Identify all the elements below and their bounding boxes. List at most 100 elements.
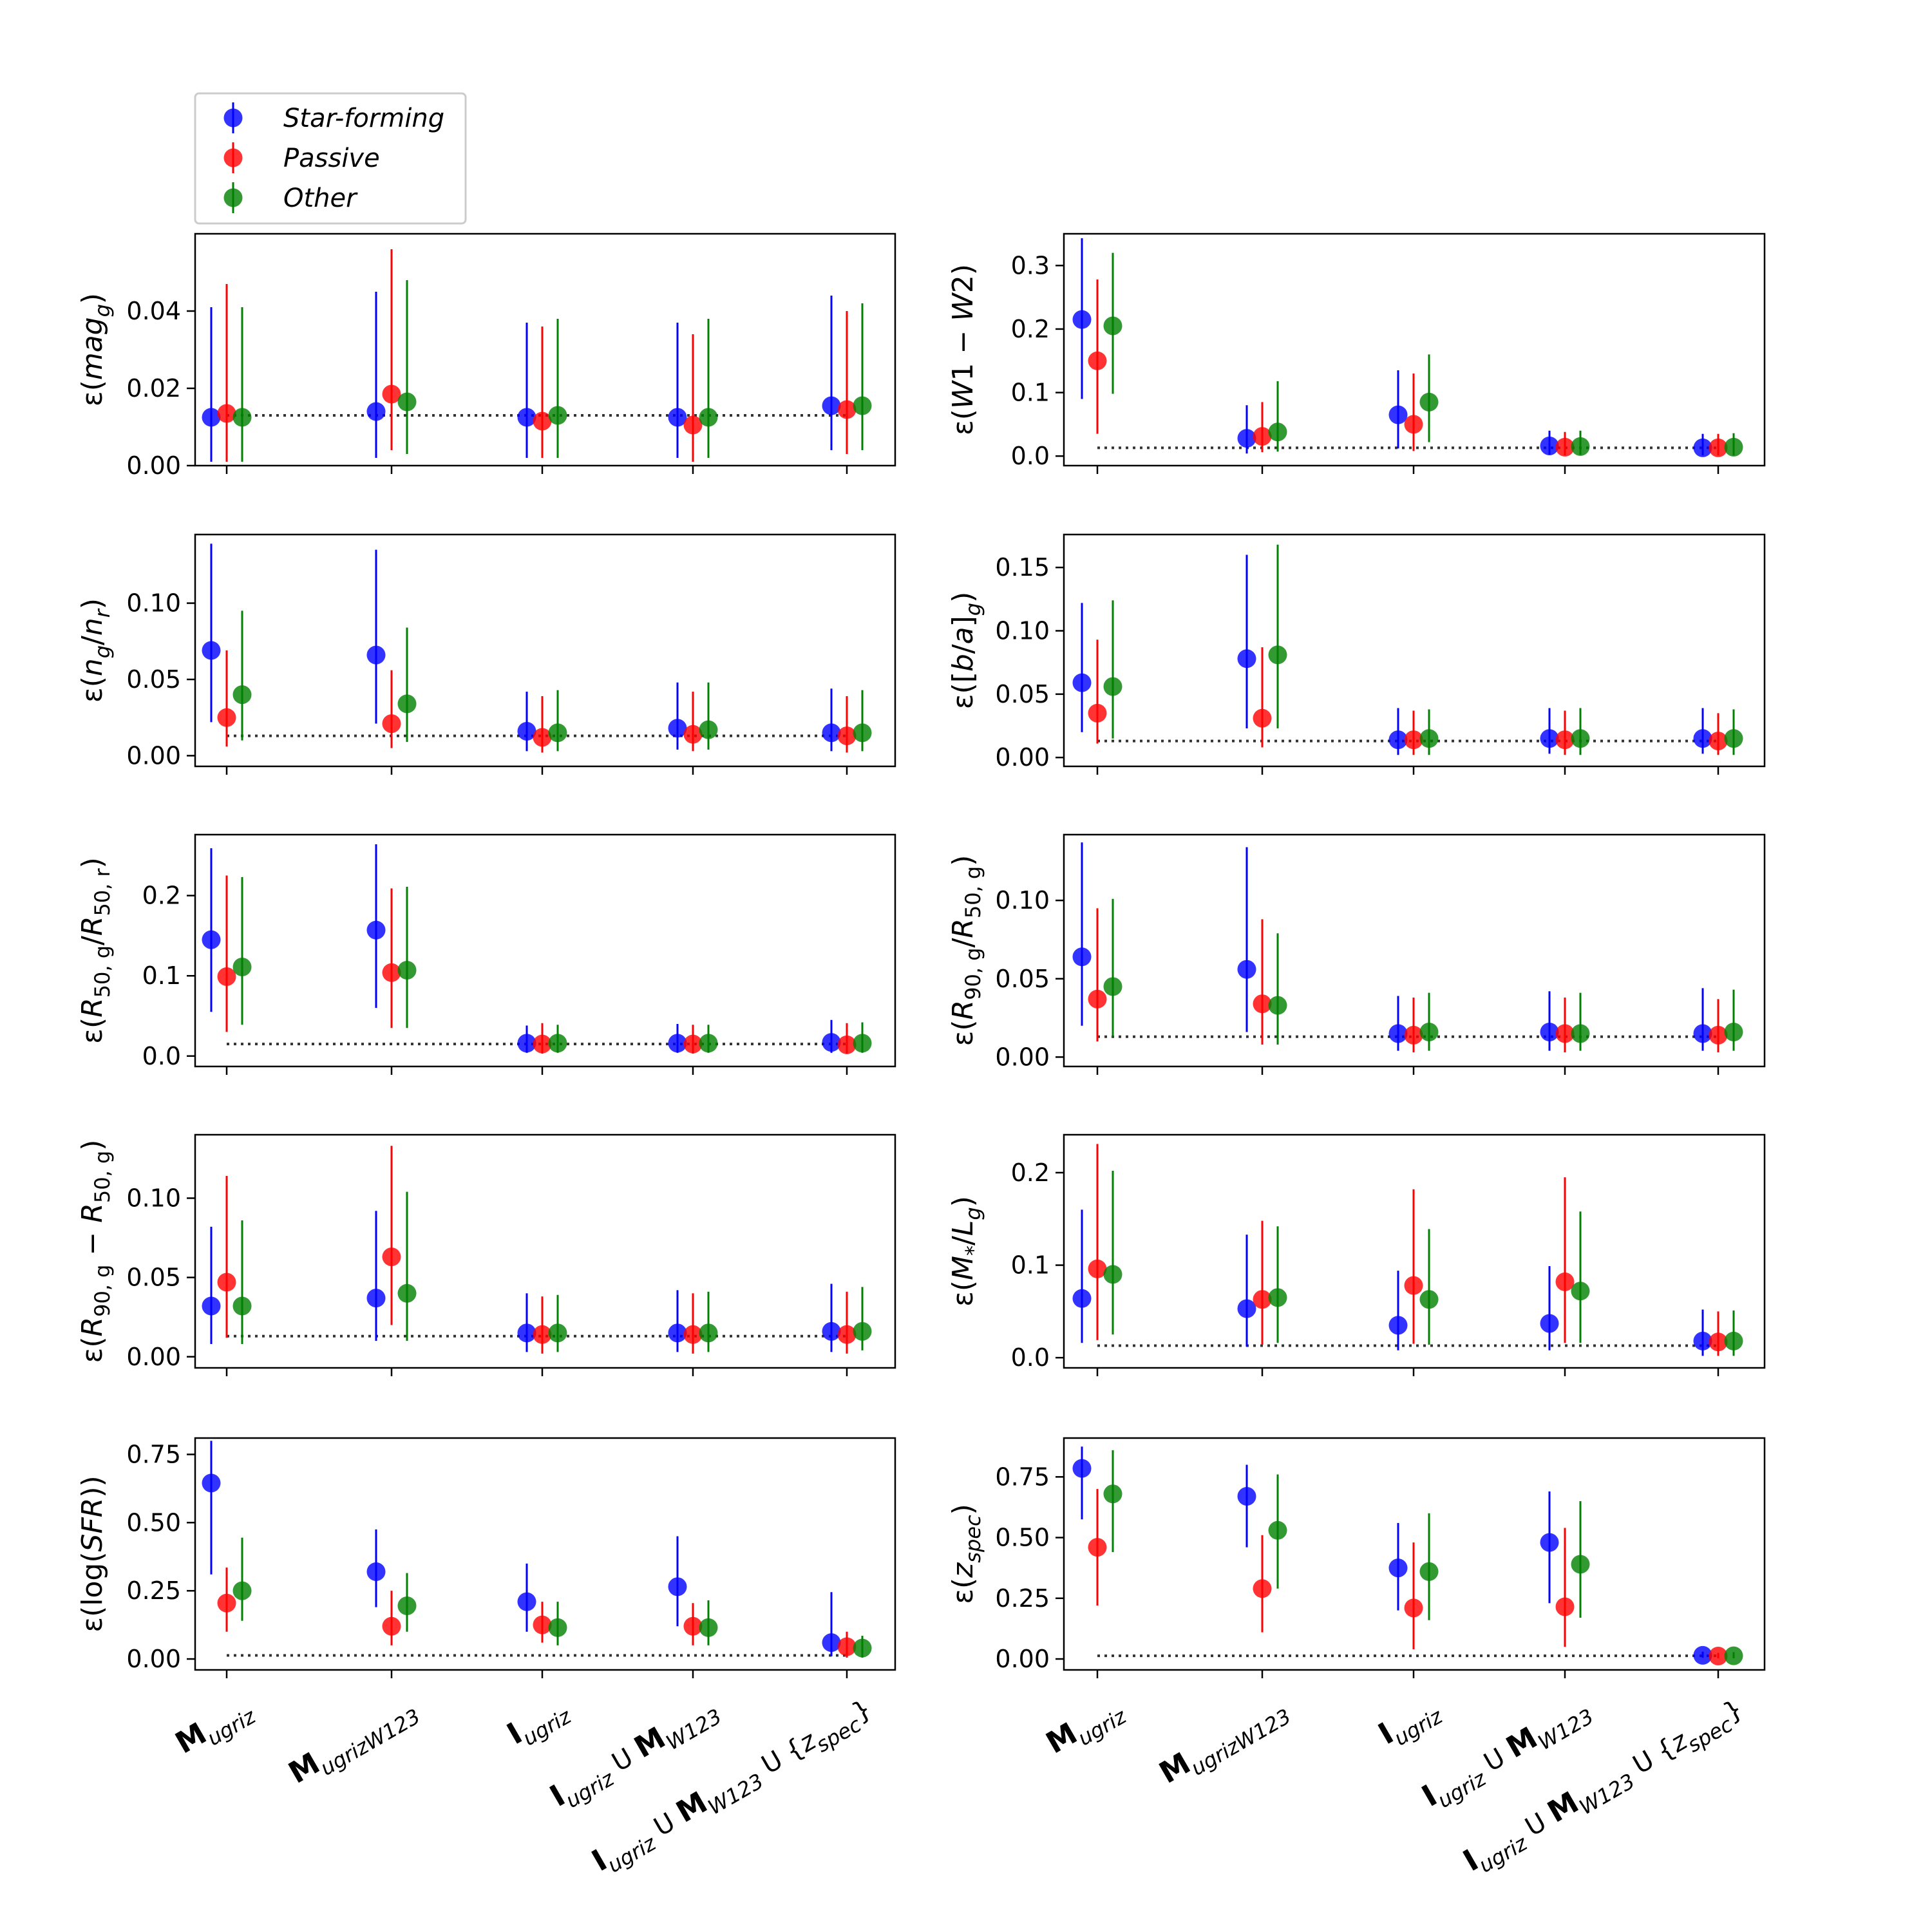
label-main: M	[1153, 1745, 1197, 1790]
data-point	[232, 1296, 252, 1316]
data-point	[853, 1034, 872, 1053]
y-tick-label: 0.50	[126, 1508, 181, 1537]
data-point	[1724, 1646, 1743, 1665]
data-point	[822, 723, 841, 743]
y-tick-label: 0.25	[995, 1584, 1050, 1613]
data-point	[1388, 1316, 1408, 1335]
y-tick-label: 0.50	[995, 1524, 1050, 1552]
x-tick-label: Mugriz	[169, 1690, 260, 1766]
data-point	[1709, 1025, 1728, 1045]
data-point	[202, 1473, 221, 1493]
data-point	[1404, 1598, 1423, 1618]
data-point	[1693, 438, 1712, 457]
y-axis-label: ε([b/a]g)	[947, 592, 985, 710]
axes-frame	[194, 1437, 896, 1671]
data-point	[1268, 422, 1287, 442]
data-point	[1540, 436, 1559, 455]
data-point	[837, 1325, 857, 1344]
data-point	[1253, 1579, 1272, 1598]
label-part: )	[947, 1196, 980, 1207]
y-tick-label: 0.00	[126, 741, 181, 770]
y-tick-label: 0.05	[995, 965, 1050, 993]
data-point	[1571, 1555, 1590, 1574]
data-point	[1072, 947, 1092, 967]
panel-left-2: 0.00 0.05 0.10 ε(ng/nr)	[76, 533, 896, 775]
label-sub: ugrizW123	[316, 1704, 424, 1781]
label-part: 50, g	[961, 866, 985, 918]
y-tick-label: 0.00	[126, 451, 181, 480]
label-main: M	[283, 1745, 326, 1790]
data-point	[397, 1283, 417, 1303]
y-axis-label: ε(M*/Lg)	[947, 1196, 985, 1307]
y-tick-label: 0.05	[995, 680, 1050, 708]
data-point	[1404, 1025, 1423, 1045]
data-point	[699, 1618, 718, 1637]
data-point	[1088, 351, 1107, 370]
data-point	[217, 967, 236, 986]
data-point	[853, 723, 872, 743]
panel-left-3: 0.0 0.1 0.2 ε(R50, g/R50, r)	[76, 833, 896, 1075]
axes-frame	[194, 833, 896, 1068]
y-tick-label: 0.02	[126, 374, 181, 402]
label-part: )	[76, 1140, 109, 1151]
data-point	[1404, 1276, 1423, 1295]
y-tick-label: 0.75	[995, 1463, 1050, 1491]
data-point	[533, 1615, 552, 1634]
data-point	[366, 1289, 386, 1308]
data-point	[853, 1321, 872, 1341]
label-part: −	[76, 1223, 109, 1265]
y-tick-label: 0.75	[126, 1440, 181, 1468]
data-point	[1724, 729, 1743, 748]
data-point	[1088, 1538, 1107, 1557]
y-tick-label: 0.25	[126, 1577, 181, 1605]
axes-frame	[1063, 533, 1766, 768]
data-point	[1253, 994, 1272, 1014]
data-point	[1419, 1562, 1439, 1581]
data-point	[1253, 708, 1272, 728]
data-point	[1404, 730, 1423, 750]
data-point	[1388, 1024, 1408, 1043]
data-point	[1088, 989, 1107, 1009]
data-point	[202, 408, 221, 427]
data-point	[822, 1321, 841, 1341]
data-point	[683, 724, 703, 744]
data-point	[517, 408, 536, 427]
data-point	[366, 1562, 386, 1582]
data-point	[1072, 673, 1092, 692]
data-point	[232, 408, 252, 427]
label-part: n	[76, 658, 109, 676]
y-tick-label: 0.04	[126, 297, 181, 325]
data-point	[668, 1034, 687, 1053]
data-point	[699, 1323, 718, 1343]
data-point	[366, 402, 386, 421]
y-tick-label: 0.2	[142, 882, 181, 910]
data-point	[837, 726, 857, 746]
label-part: n	[76, 618, 109, 636]
y-tick-label: 0.00	[995, 1645, 1050, 1673]
data-point	[853, 396, 872, 415]
axes-frame	[1063, 1437, 1766, 1671]
data-point	[683, 1325, 703, 1344]
data-point	[232, 685, 252, 705]
data-point	[1709, 1332, 1728, 1352]
label-part: 50, g	[90, 1151, 115, 1203]
label-part: R	[76, 998, 109, 1018]
label-part: b	[947, 654, 980, 672]
data-point	[1555, 437, 1575, 457]
data-point	[1268, 645, 1287, 665]
data-point	[533, 412, 552, 431]
data-point	[1237, 1486, 1256, 1506]
data-point	[668, 719, 687, 738]
data-point	[533, 1034, 552, 1054]
data-point	[1555, 1024, 1575, 1043]
axes-frame	[1063, 1133, 1766, 1369]
legend-label: Star-forming	[283, 104, 444, 133]
label-part: R	[947, 918, 980, 938]
label-sub: ugriz	[203, 1703, 260, 1750]
legend-label: Passive	[283, 144, 380, 173]
data-point	[1571, 437, 1590, 456]
data-point	[822, 1633, 841, 1653]
label-part: spec	[961, 1515, 985, 1563]
data-point	[517, 1592, 536, 1611]
label-sub: W123	[662, 1704, 726, 1755]
